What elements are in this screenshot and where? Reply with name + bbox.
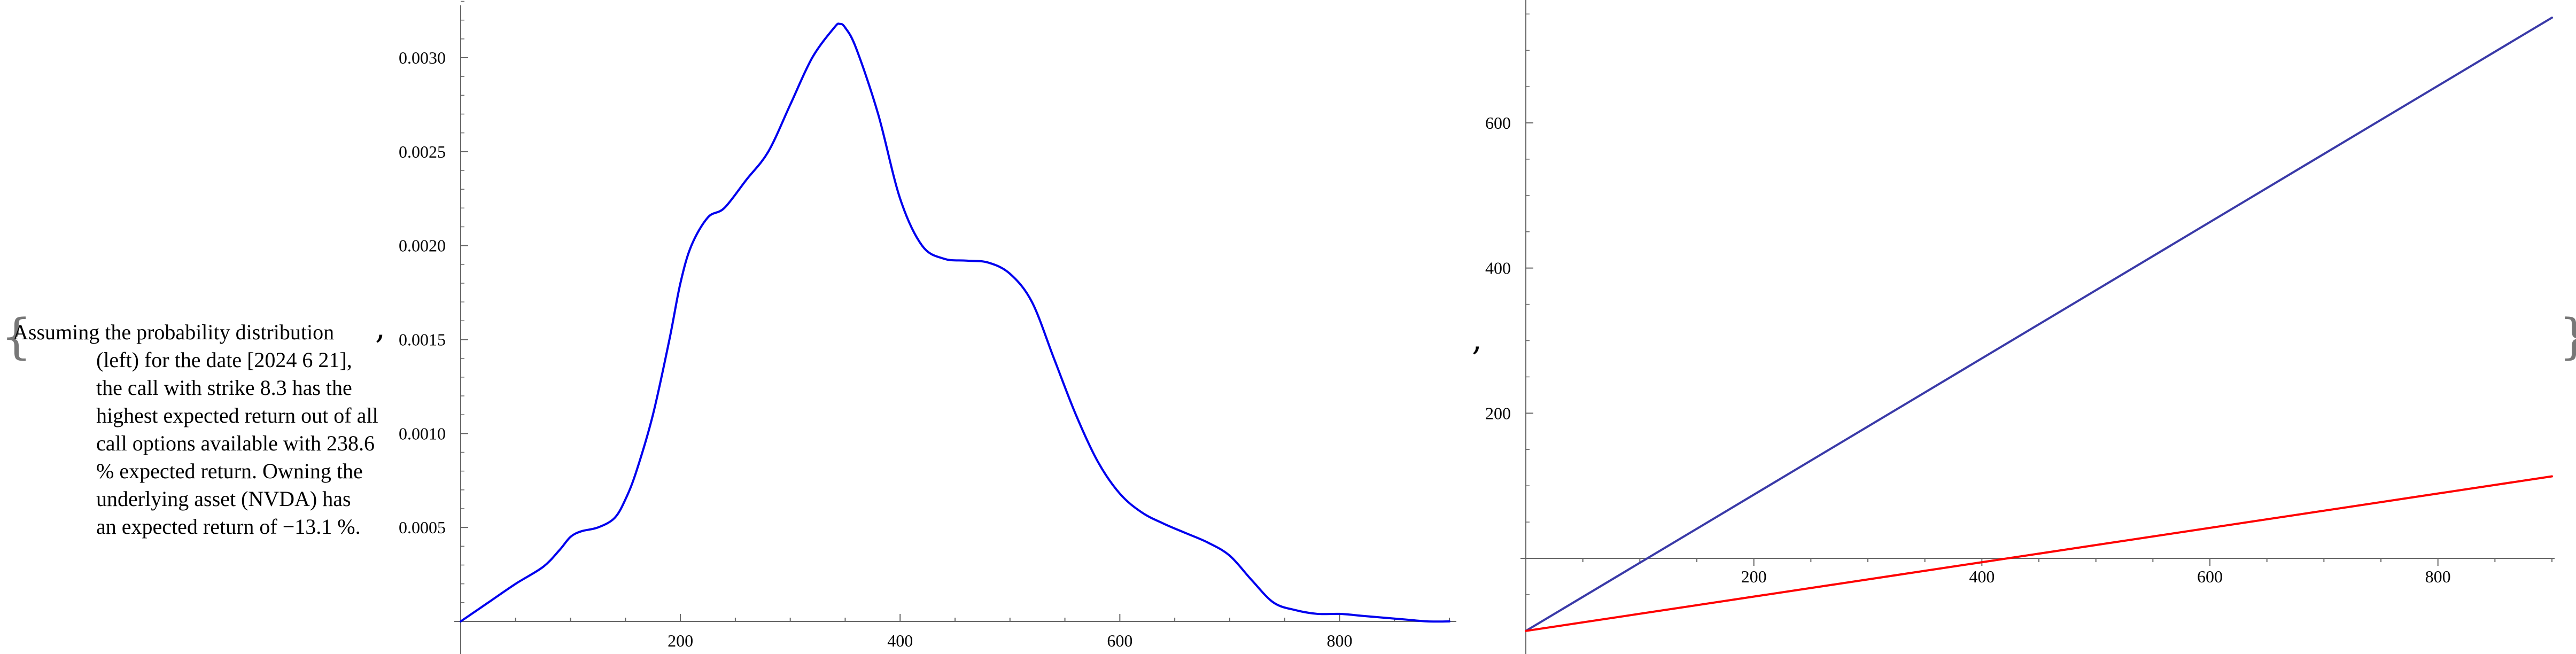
y-tick-label: 0.0030	[399, 48, 446, 67]
list-close-brace: }	[2559, 313, 2576, 361]
y-tick-label: 0.0025	[399, 142, 446, 161]
x-tick-label: 400	[887, 631, 913, 650]
caption-line-7: underlying asset (NVDA) has	[96, 487, 351, 511]
x-tick-label: 800	[2425, 567, 2451, 586]
density-curve	[460, 22, 1450, 623]
list-separator-comma: ,	[375, 309, 386, 346]
x-tick-label: 200	[1741, 567, 1767, 586]
x-tick-label: 400	[1969, 567, 1995, 586]
y-tick-label: 200	[1485, 403, 1511, 423]
list-open-brace: {	[1, 309, 32, 365]
caption-line-1: Assuming the probability distribution	[13, 320, 335, 344]
payoff-lines-chart: 200 400 600 800 200 400 600	[1485, 0, 2555, 654]
x-tick-label: 600	[1107, 631, 1132, 650]
y-tick-label: 400	[1485, 259, 1511, 278]
caption-line-4: highest expected return out of all	[96, 403, 378, 427]
caption-line-3: the call with strike 8.3 has the	[96, 376, 352, 400]
payoff-line-red	[1525, 475, 2553, 632]
y-tick-label: 0.0005	[399, 518, 446, 537]
payoff-line-blue	[1525, 17, 2553, 632]
x-tick-label: 800	[1326, 631, 1352, 650]
x-tick-label: 200	[668, 631, 693, 650]
y-tick-label: 0.0020	[399, 236, 446, 255]
expected-return-caption: Assuming the probability distribution (l…	[13, 318, 382, 541]
probability-distribution-chart: 200 400 600 800 0.0005 0.0010 0.0015 0.0020 0.00…	[399, 1, 1456, 654]
caption-line-8: an expected return of −13.1 %.	[96, 515, 361, 539]
caption-line-2: (left) for the date [2024 6 21],	[96, 348, 352, 372]
y-tick-label: 0.0015	[399, 330, 446, 349]
y-tick-label: 600	[1485, 113, 1511, 133]
y-tick-label: 0.0010	[399, 424, 446, 443]
x-tick-label: 600	[2197, 567, 2223, 586]
caption-line-5: call options available with 238.6	[96, 431, 375, 455]
list-separator-comma: ,	[1472, 321, 1483, 358]
caption-line-6: % expected return. Owning the	[96, 459, 363, 483]
